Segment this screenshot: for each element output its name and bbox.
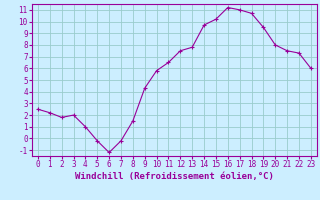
X-axis label: Windchill (Refroidissement éolien,°C): Windchill (Refroidissement éolien,°C) <box>75 172 274 181</box>
